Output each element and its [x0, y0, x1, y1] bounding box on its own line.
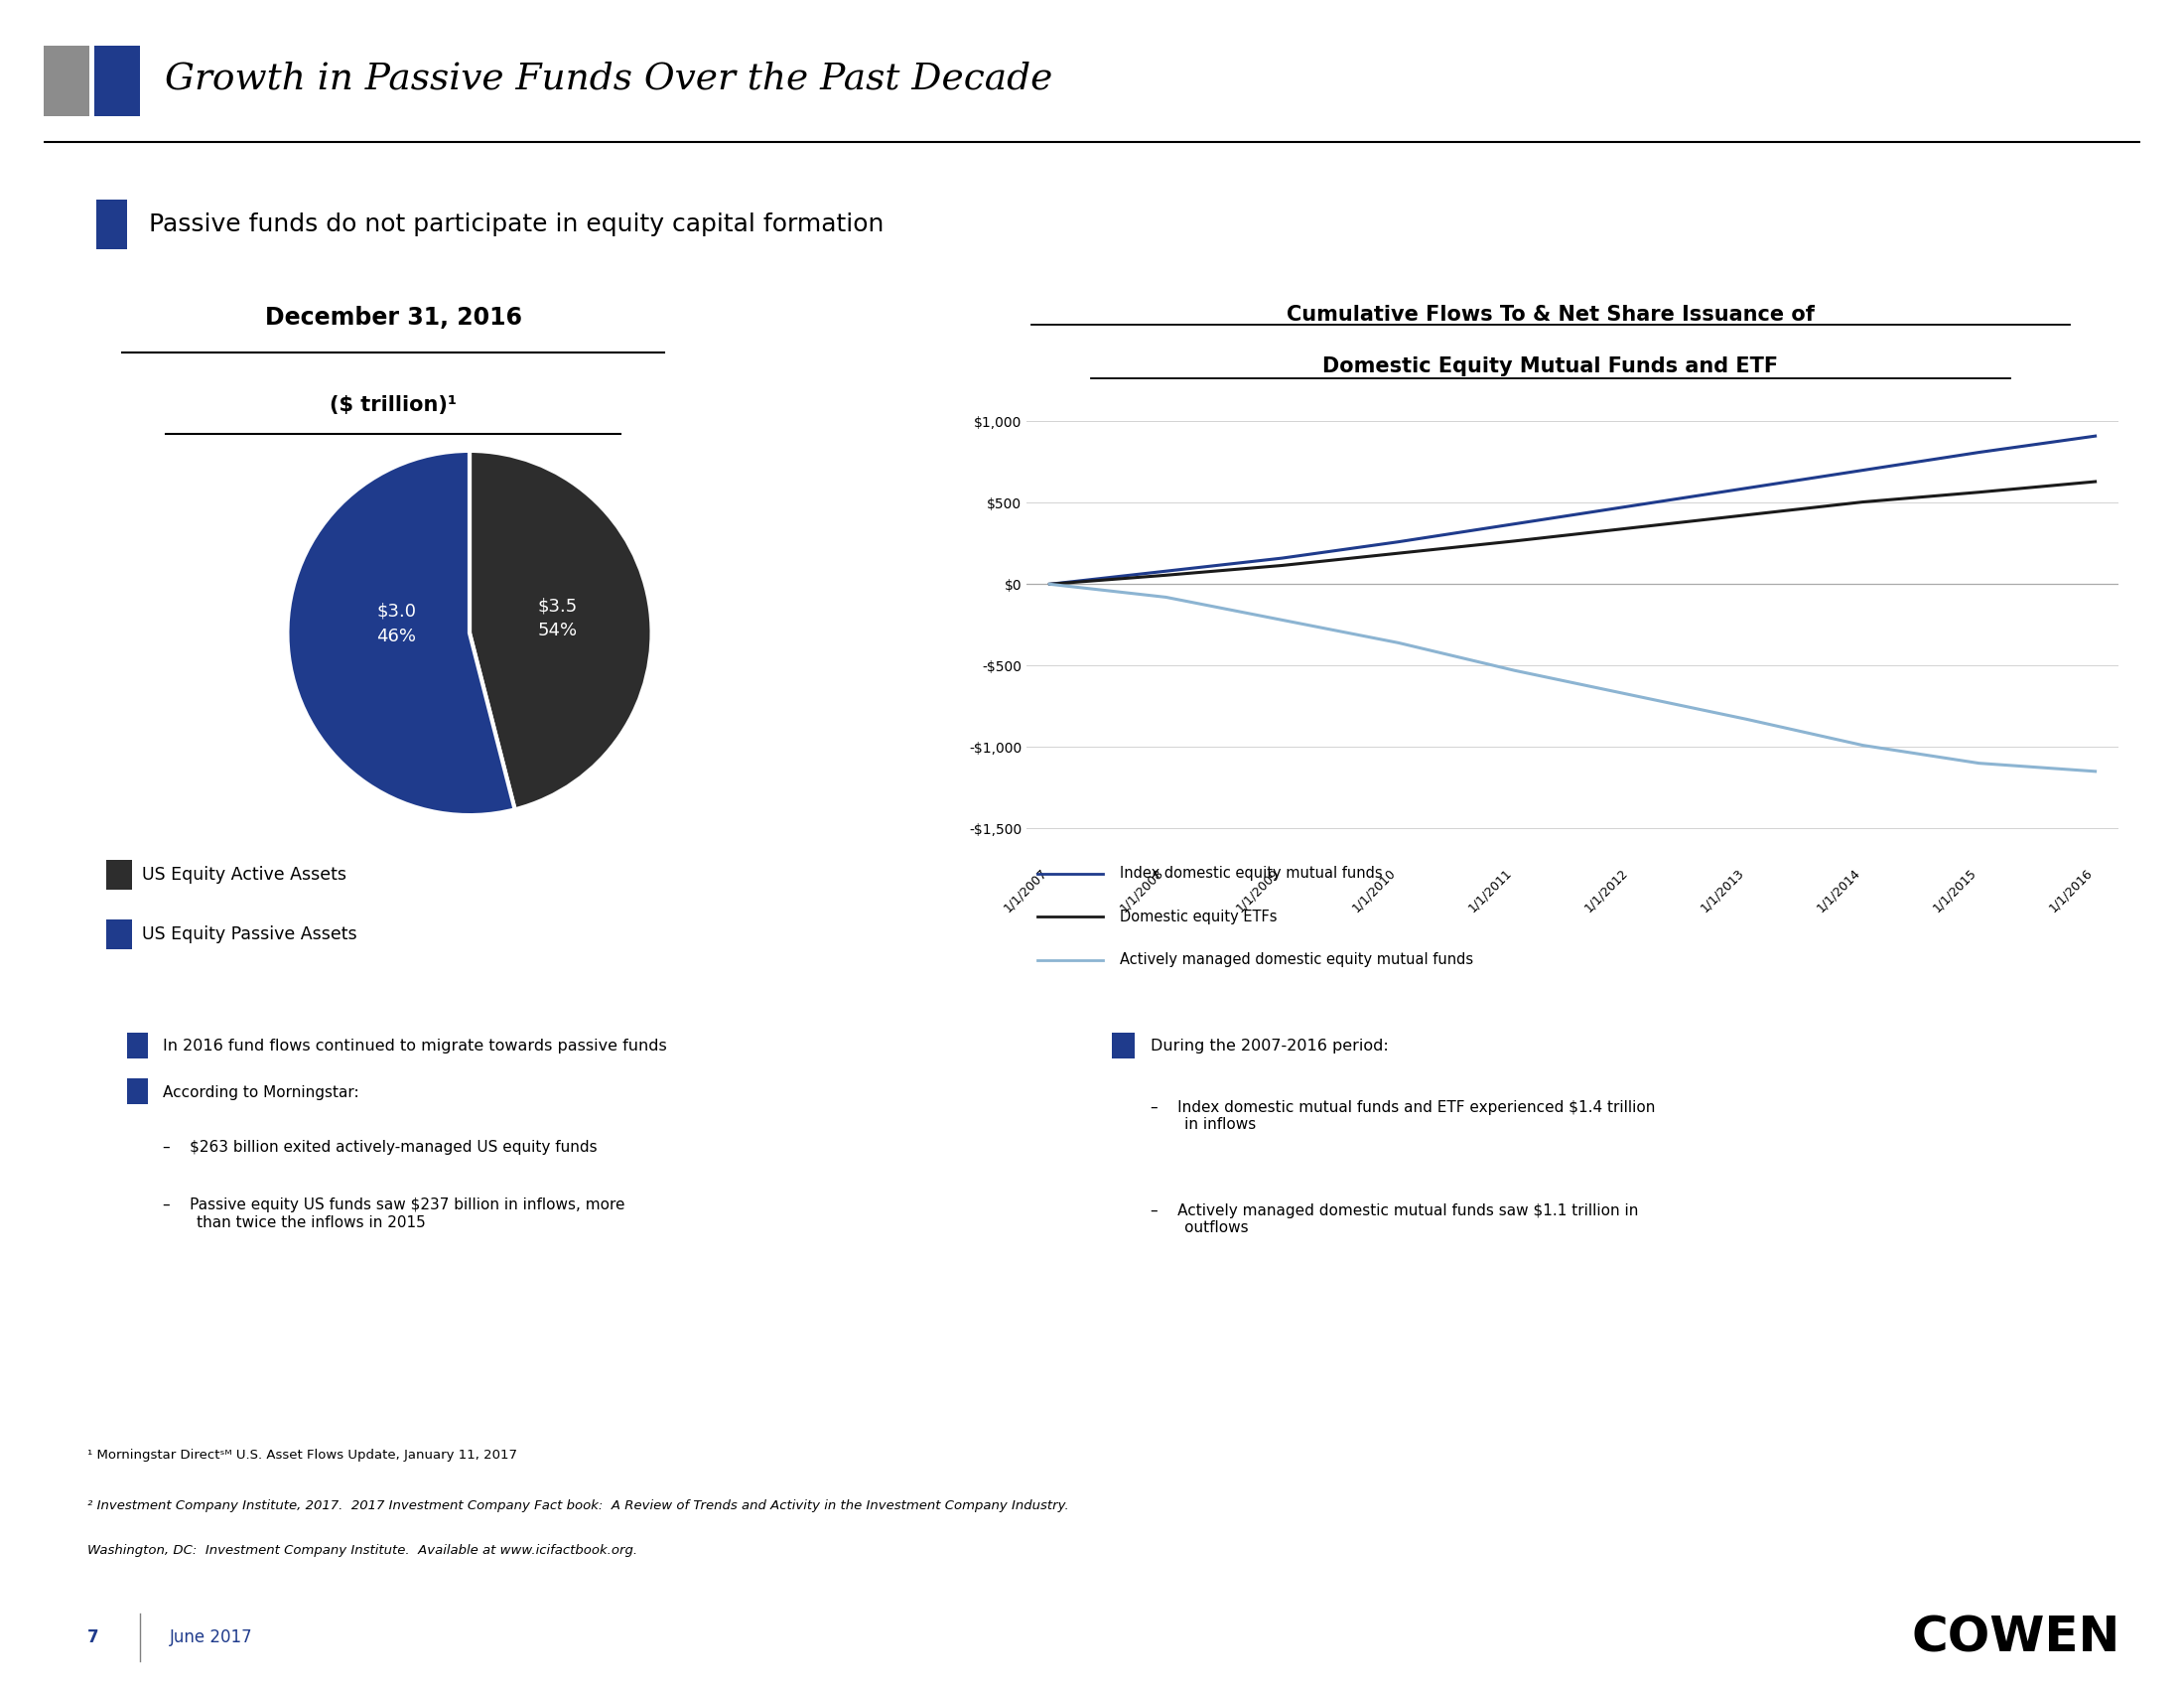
Text: ($ trillion)¹: ($ trillion)¹: [330, 395, 456, 415]
Text: Growth in Passive Funds Over the Past Decade: Growth in Passive Funds Over the Past De…: [166, 61, 1053, 96]
Text: US Equity Passive Assets: US Equity Passive Assets: [142, 925, 358, 944]
Text: ($ billion, 2007–2016)²: ($ billion, 2007–2016)²: [1437, 408, 1664, 427]
Text: –    Passive equity US funds saw $237 billion in inflows, more
       than twice: – Passive equity US funds saw $237 billi…: [162, 1197, 625, 1231]
Text: US Equity Active Assets: US Equity Active Assets: [142, 866, 347, 885]
Text: Index domestic equity mutual funds: Index domestic equity mutual funds: [1118, 866, 1382, 881]
Bar: [127, 1033, 149, 1058]
Wedge shape: [288, 451, 515, 815]
Text: Cumulative Flows To & Net Share Issuance of: Cumulative Flows To & Net Share Issuance…: [1286, 306, 1815, 326]
Bar: [1112, 1033, 1133, 1058]
Bar: [127, 1079, 149, 1104]
Text: Domestic Equity Mutual Funds and ETF: Domestic Equity Mutual Funds and ETF: [1324, 356, 1778, 376]
Bar: [94, 46, 140, 116]
Text: $3.0
46%: $3.0 46%: [378, 603, 417, 645]
Text: Washington, DC:  Investment Company Institute.  Available at www.icifactbook.org: Washington, DC: Investment Company Insti…: [87, 1545, 638, 1558]
Text: ¹ Morningstar Directˢᴹ U.S. Asset Flows Update, January 11, 2017: ¹ Morningstar Directˢᴹ U.S. Asset Flows …: [87, 1448, 518, 1462]
Text: Passive funds do not participate in equity capital formation: Passive funds do not participate in equi…: [149, 213, 885, 236]
Bar: [105, 920, 131, 949]
Text: –    $263 billion exited actively-managed US equity funds: – $263 billion exited actively-managed U…: [162, 1139, 596, 1155]
Bar: [96, 199, 127, 250]
Text: ² Investment Company Institute, 2017.  2017 Investment Company Fact book:  A Rev: ² Investment Company Institute, 2017. 20…: [87, 1499, 1068, 1512]
Text: During the 2007-2016 period:: During the 2007-2016 period:: [1151, 1038, 1389, 1053]
Text: 7: 7: [87, 1629, 98, 1646]
Text: COWEN: COWEN: [1911, 1614, 2121, 1661]
Text: June 2017: June 2017: [170, 1629, 253, 1646]
Text: $3.5
54%: $3.5 54%: [537, 598, 577, 640]
Text: –    Actively managed domestic mutual funds saw $1.1 trillion in
       outflows: – Actively managed domestic mutual funds…: [1151, 1204, 1638, 1236]
Bar: [44, 46, 90, 116]
Text: In 2016 fund flows continued to migrate towards passive funds: In 2016 fund flows continued to migrate …: [162, 1038, 666, 1053]
Text: According to Morningstar:: According to Morningstar:: [162, 1085, 358, 1101]
Bar: [105, 861, 131, 890]
Text: Actively managed domestic equity mutual funds: Actively managed domestic equity mutual …: [1118, 952, 1472, 967]
Text: Domestic equity ETFs: Domestic equity ETFs: [1118, 910, 1278, 925]
Wedge shape: [470, 451, 651, 810]
Text: –    Index domestic mutual funds and ETF experienced $1.4 trillion
       in inf: – Index domestic mutual funds and ETF ex…: [1151, 1101, 1655, 1133]
Text: December 31, 2016: December 31, 2016: [264, 306, 522, 329]
